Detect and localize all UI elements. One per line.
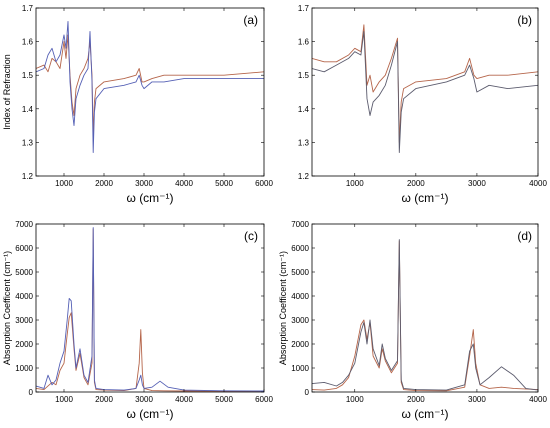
- series-line-2: [36, 227, 264, 392]
- panel-label: (c): [244, 229, 258, 243]
- x-tick-label: 4000: [529, 179, 547, 188]
- x-tick-label: 5000: [215, 179, 233, 188]
- x-tick-label: 3000: [468, 395, 486, 404]
- series-line-1: [312, 240, 538, 392]
- y-tick-label: 3000: [15, 316, 33, 325]
- y-tick-label: 0: [305, 388, 310, 397]
- y-tick-label: 5000: [15, 268, 33, 277]
- plot-frame: [35, 223, 265, 393]
- y-tick-label: 1.2: [22, 172, 34, 181]
- y-tick-label: 1.2: [298, 172, 310, 181]
- x-tick-label: 4000: [529, 395, 547, 404]
- plot-frame: [311, 223, 539, 393]
- panel-label: (b): [517, 13, 532, 27]
- panel-c: 1000 2000 3000 4000 5000 6000 0 1000 2000 3000 400…: [2, 220, 273, 421]
- x-tick-label: 2000: [407, 395, 425, 404]
- x-tick-label: 3000: [135, 179, 153, 188]
- panel-d: 1000 2000 3000 4000 0 1000 2000 3000 4000 5000 600…: [278, 220, 547, 421]
- y-axis-label: Index of Refraction: [2, 54, 12, 130]
- series-line-1: [312, 24, 538, 143]
- y-tick-label: 1.4: [298, 105, 310, 114]
- y-tick-label: 1.5: [298, 71, 310, 80]
- y-tick-label: 1000: [15, 364, 33, 373]
- x-axis-label: ω (cm⁻¹): [401, 407, 448, 421]
- x-tick-label: 6000: [255, 179, 273, 188]
- x-tick-label: 1000: [55, 395, 73, 404]
- y-tick-label: 2000: [15, 340, 33, 349]
- y-tick-label: 3000: [291, 316, 309, 325]
- panel-label: (d): [517, 229, 532, 243]
- x-tick-label: 4000: [175, 395, 193, 404]
- x-axis-label: ω (cm⁻¹): [126, 191, 173, 205]
- y-tick-label: 1.4: [22, 105, 34, 114]
- y-tick-label: 7000: [15, 220, 33, 229]
- y-tick-label: 4000: [291, 292, 309, 301]
- series-line-2: [36, 20, 264, 153]
- y-tick-label: 1.5: [22, 71, 34, 80]
- y-tick-label: 6000: [291, 244, 309, 253]
- series-line-2: [312, 31, 538, 153]
- x-axis-label: ω (cm⁻¹): [126, 407, 173, 421]
- x-tick-label: 3000: [135, 395, 153, 404]
- y-tick-label: 1.3: [298, 138, 310, 147]
- x-tick-label: 2000: [407, 179, 425, 188]
- y-tick-label: 5000: [291, 268, 309, 277]
- x-tick-label: 1000: [346, 395, 364, 404]
- y-tick-label: 1.6: [298, 38, 310, 47]
- y-axis-label: Absorption Coefficent (cm⁻¹): [278, 251, 288, 365]
- x-tick-label: 2000: [95, 179, 113, 188]
- y-tick-label: 1.7: [298, 4, 310, 13]
- panel-label: (a): [243, 13, 258, 27]
- y-tick-label: 4000: [15, 292, 33, 301]
- y-axis-label: Absorption Coefficent (cm⁻¹): [2, 251, 12, 365]
- x-tick-label: 3000: [468, 179, 486, 188]
- y-tick-label: 1.6: [22, 38, 34, 47]
- x-tick-label: 5000: [215, 395, 233, 404]
- x-tick-label: 1000: [346, 179, 364, 188]
- plot-frame: [311, 7, 539, 177]
- x-tick-label: 6000: [255, 395, 273, 404]
- series-line-2: [312, 239, 538, 391]
- series-line-1: [36, 228, 264, 392]
- y-tick-label: 1000: [291, 364, 309, 373]
- y-tick-label: 1.3: [22, 138, 34, 147]
- panel-a: 1000 2000 3000 4000 5000 6000 1.2 1.3 1.4 1.5 1.6 1…: [2, 4, 273, 205]
- panel-b: 1000 2000 3000 4000 1.2 1.3 1.4 1.5 1.6 1.7 ω (cm⁻…: [298, 4, 548, 205]
- y-tick-label: 6000: [15, 244, 33, 253]
- y-tick-label: 0: [29, 388, 34, 397]
- x-tick-label: 4000: [175, 179, 193, 188]
- x-axis-label: ω (cm⁻¹): [401, 191, 448, 205]
- y-tick-label: 7000: [291, 220, 309, 229]
- x-tick-label: 2000: [95, 395, 113, 404]
- y-tick-label: 1.7: [22, 4, 34, 13]
- y-tick-label: 2000: [291, 340, 309, 349]
- plot-frame: [35, 7, 265, 177]
- x-tick-label: 1000: [55, 179, 73, 188]
